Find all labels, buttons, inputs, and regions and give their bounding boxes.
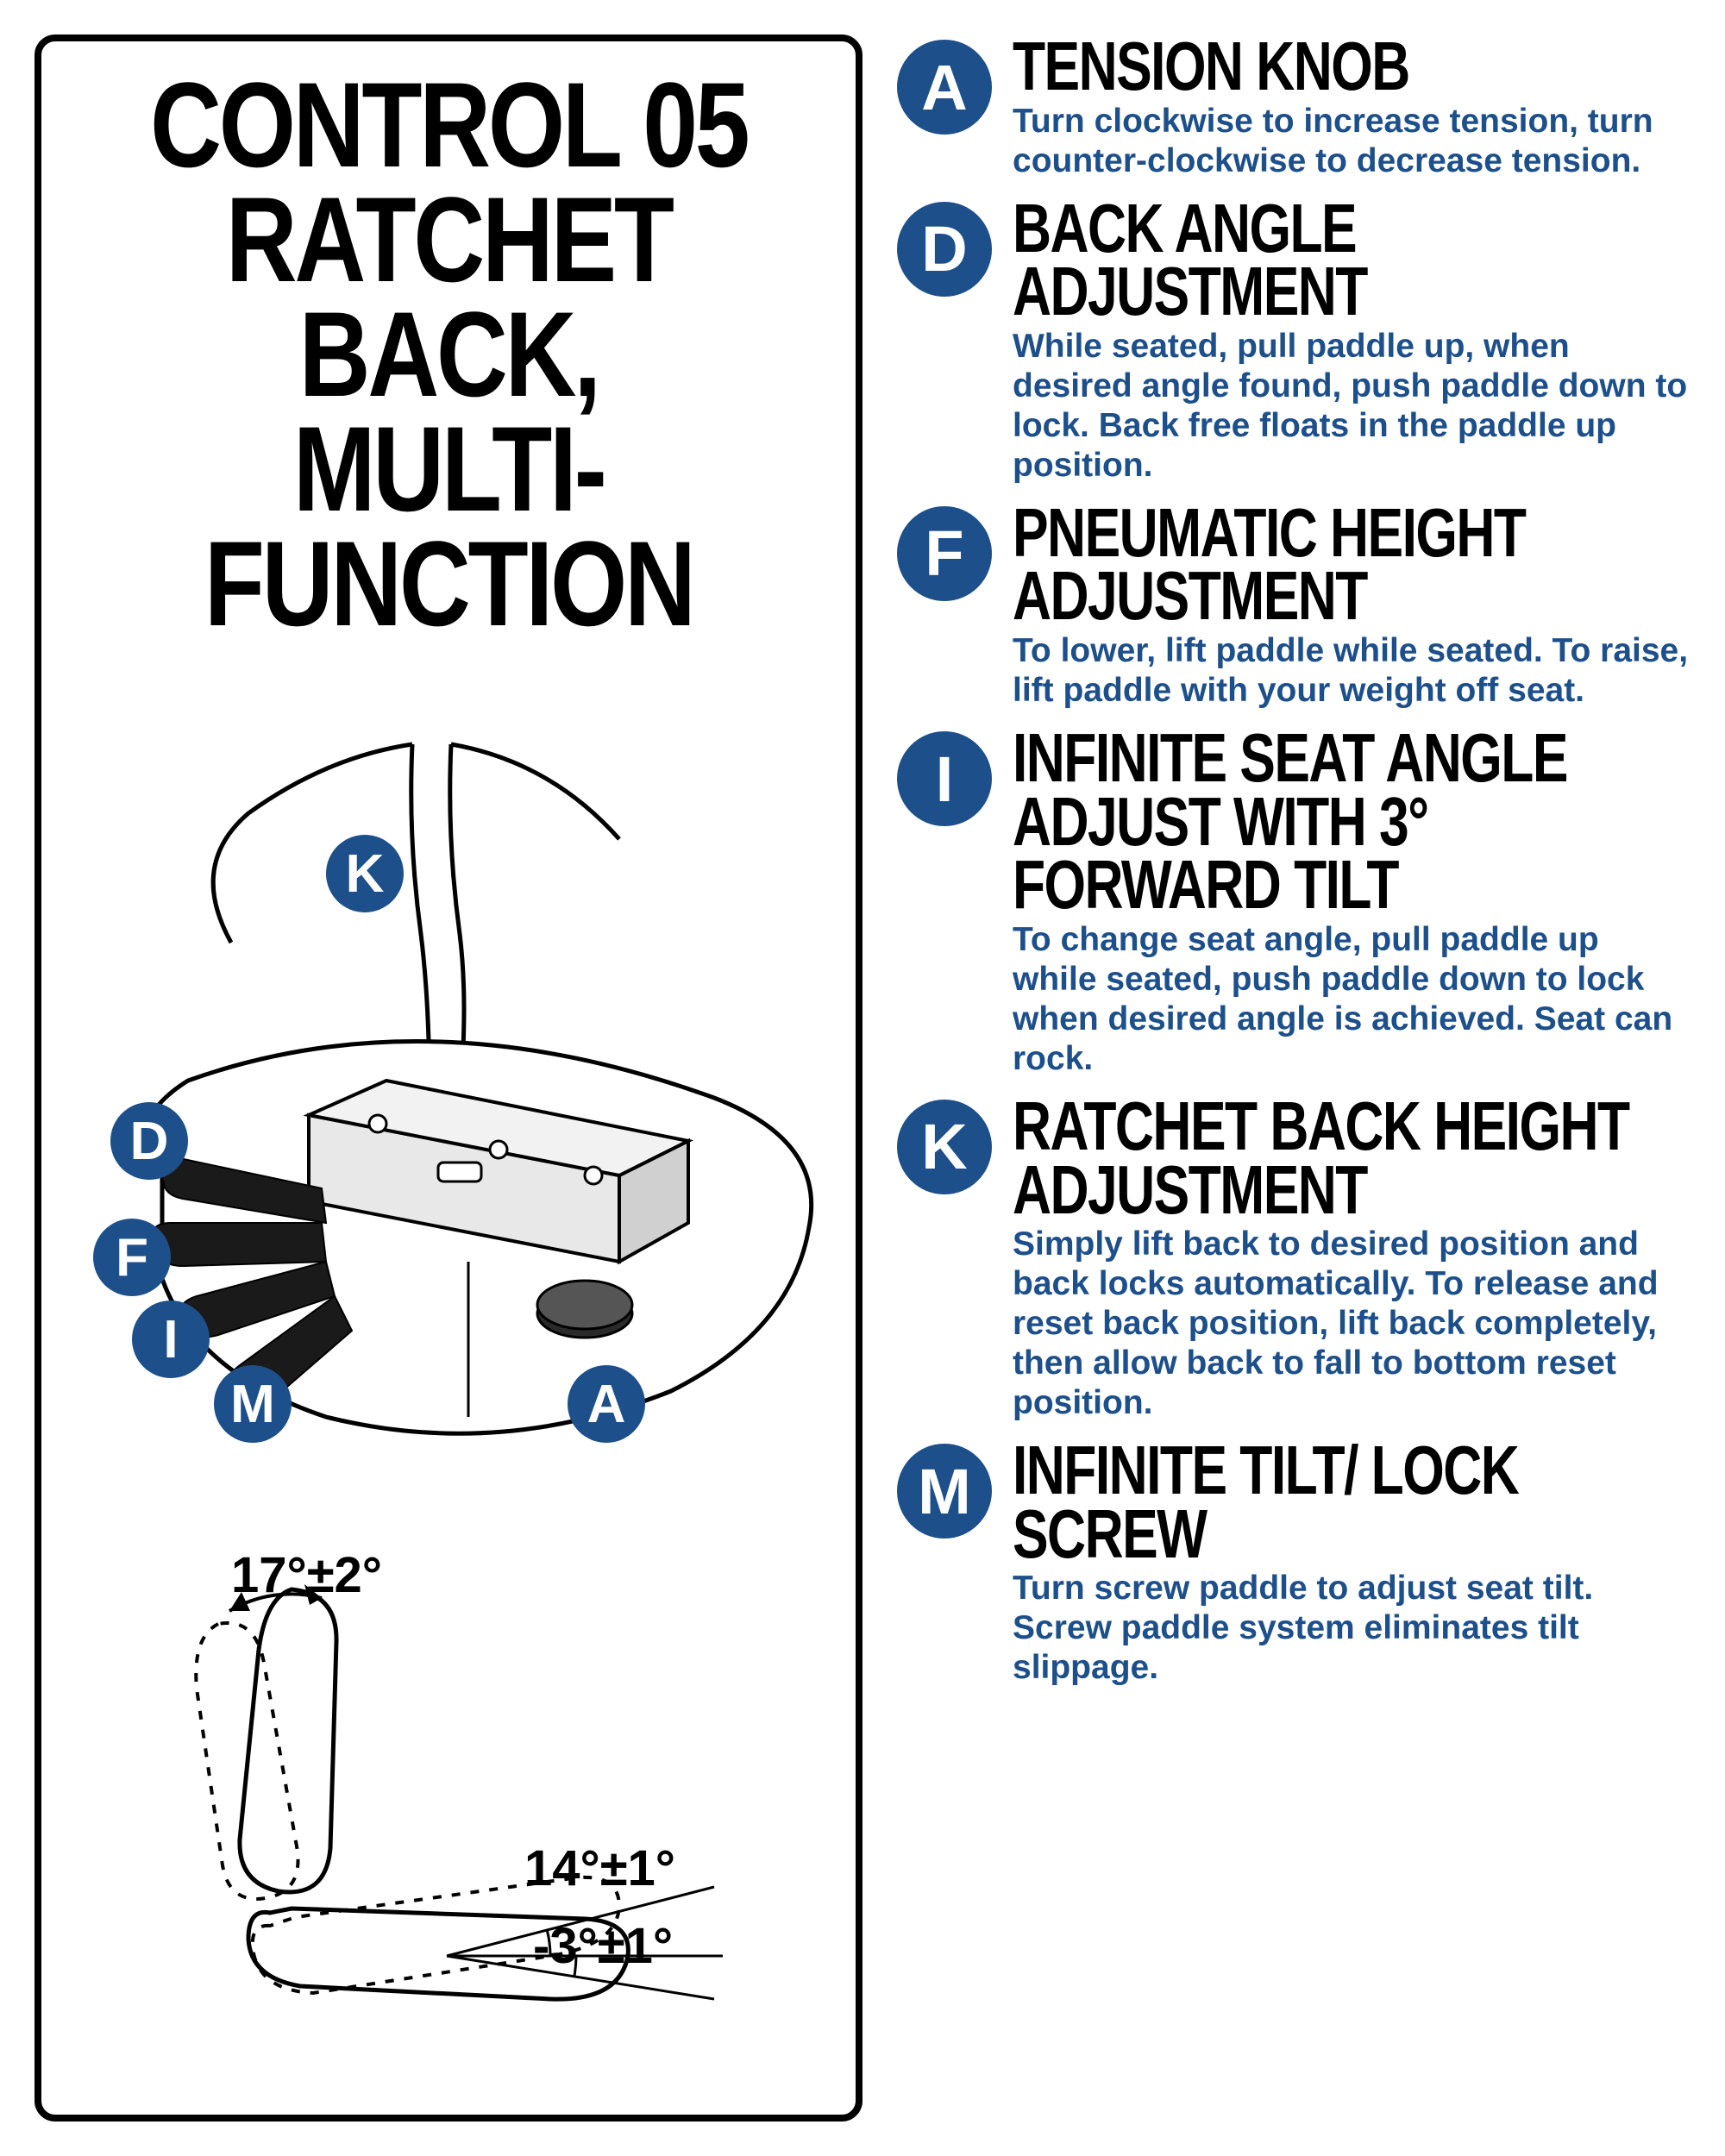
legend-text-d: BACK ANGLE ADJUSTMENT While seated, pull… xyxy=(1013,197,1690,486)
legend-item-a: A TENSION KNOB Turn clockwise to increas… xyxy=(897,34,1690,181)
legend-badge-a: A xyxy=(897,40,992,135)
page-root: CONTROL 05 RATCHET BACK, MULTI-FUNCTION xyxy=(0,0,1725,2156)
main-title: CONTROL 05 RATCHET BACK, MULTI-FUNCTION xyxy=(67,67,830,641)
legend-desc-a: Turn clockwise to increase tension, turn… xyxy=(1013,102,1690,181)
legend-text-f: PNEUMATIC HEIGHT ADJUSTMENT To lower, li… xyxy=(1013,501,1690,711)
legend-text-i: INFINITE SEAT ANGLE ADJUST WITH 3° FORWA… xyxy=(1013,726,1690,1079)
left-panel: CONTROL 05 RATCHET BACK, MULTI-FUNCTION xyxy=(34,34,862,2122)
legend-badge-f: F xyxy=(897,506,992,601)
diagram-badge-i: I xyxy=(132,1300,210,1378)
angle-label-seat-up: 14°±1° xyxy=(524,1839,675,1897)
legend-title-k: RATCHET BACK HEIGHT ADJUSTMENT xyxy=(1013,1094,1690,1221)
diagram-badge-m: M xyxy=(214,1365,292,1443)
legend-badge-i: I xyxy=(897,731,992,826)
angle-label-back: 17°±2° xyxy=(231,1546,382,1604)
legend-desc-d: While seated, pull paddle up, when desir… xyxy=(1013,327,1690,486)
angle-svg xyxy=(67,1520,844,2124)
legend-item-d: D BACK ANGLE ADJUSTMENT While seated, pu… xyxy=(897,197,1690,486)
title-line-2: RATCHET BACK, xyxy=(67,182,830,411)
legend-title-i: INFINITE SEAT ANGLE ADJUST WITH 3° FORWA… xyxy=(1013,726,1690,917)
legend-item-m: M INFINITE TILT/ LOCK SCREW Turn screw p… xyxy=(897,1438,1690,1688)
legend-text-a: TENSION KNOB Turn clockwise to increase … xyxy=(1013,34,1690,181)
legend-badge-m: M xyxy=(897,1444,992,1539)
diagram-badge-f: F xyxy=(93,1219,171,1296)
diagram-badge-a: A xyxy=(568,1365,645,1443)
legend-desc-i: To change seat angle, pull paddle up whi… xyxy=(1013,920,1690,1079)
angle-label-seat-down: -3°±1° xyxy=(533,1917,673,1975)
legend-desc-k: Simply lift back to desired position and… xyxy=(1013,1225,1690,1423)
legend-title-a: TENSION KNOB xyxy=(1013,34,1690,98)
diagram-badge-d: D xyxy=(110,1102,188,1180)
legend-title-m: INFINITE TILT/ LOCK SCREW xyxy=(1013,1438,1690,1565)
legend-item-f: F PNEUMATIC HEIGHT ADJUSTMENT To lower, … xyxy=(897,501,1690,711)
legend-desc-f: To lower, lift paddle while seated. To r… xyxy=(1013,631,1690,711)
legend-title-f: PNEUMATIC HEIGHT ADJUSTMENT xyxy=(1013,501,1690,628)
legend-badge-d: D xyxy=(897,202,992,297)
legend-title-d: BACK ANGLE ADJUSTMENT xyxy=(1013,197,1690,323)
legend-panel: A TENSION KNOB Turn clockwise to increas… xyxy=(880,34,1690,2122)
legend-text-k: RATCHET BACK HEIGHT ADJUSTMENT Simply li… xyxy=(1013,1094,1690,1423)
title-line-3: MULTI-FUNCTION xyxy=(67,411,830,641)
legend-text-m: INFINITE TILT/ LOCK SCREW Turn screw pad… xyxy=(1013,1438,1690,1688)
legend-item-k: K RATCHET BACK HEIGHT ADJUSTMENT Simply … xyxy=(897,1094,1690,1423)
angle-diagram: 17°±2° 14°±1° -3°±1° xyxy=(67,1520,830,2124)
title-line-1: CONTROL 05 xyxy=(67,67,830,182)
diagram-badge-k: K xyxy=(326,835,404,912)
legend-badge-k: K xyxy=(897,1100,992,1194)
legend-item-i: I INFINITE SEAT ANGLE ADJUST WITH 3° FOR… xyxy=(897,726,1690,1079)
mechanism-diagram: K D F I M A xyxy=(67,710,830,1486)
legend-desc-m: Turn screw paddle to adjust seat tilt. S… xyxy=(1013,1569,1690,1688)
